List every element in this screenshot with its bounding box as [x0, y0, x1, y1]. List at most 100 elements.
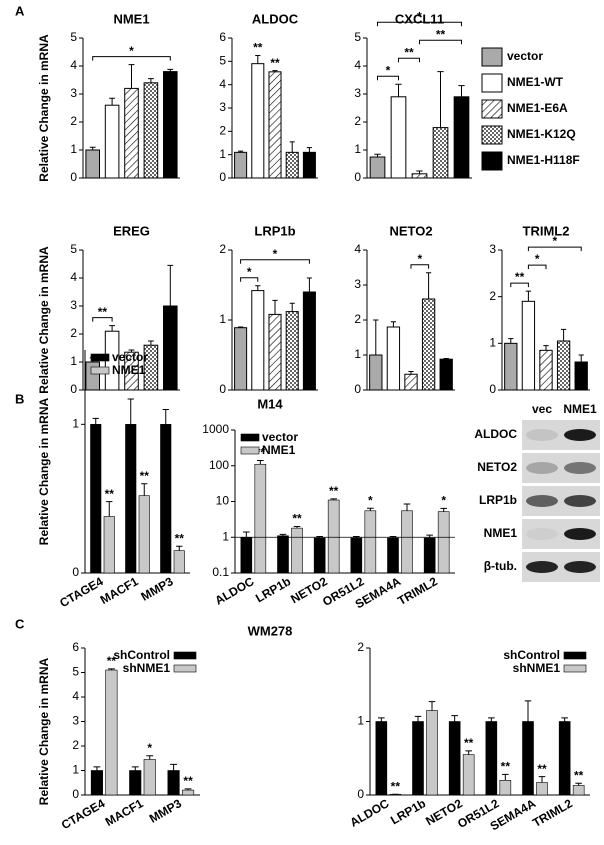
bar: [182, 789, 195, 796]
error-bar: [428, 701, 436, 711]
y-tick-label: 6: [72, 640, 79, 654]
significance-label: **: [574, 768, 584, 782]
bar: [125, 424, 137, 574]
legend-swatch: [173, 664, 197, 673]
bar: [437, 511, 450, 574]
bar: [504, 342, 518, 391]
y-tick-label: 1: [222, 529, 229, 543]
x-tick-label: CTAGE4: [57, 574, 106, 610]
chart-title: LRP1b: [254, 223, 295, 238]
error-bar: [330, 498, 337, 501]
bar: [124, 87, 139, 179]
significance-label: *: [417, 9, 422, 23]
error-bar: [257, 460, 264, 465]
significance-label: *: [552, 234, 557, 248]
significance-label: **: [105, 487, 115, 501]
y-tick-label: 0: [70, 382, 77, 396]
error-bar: [437, 71, 444, 128]
error-bar: [146, 755, 154, 760]
bar: [539, 349, 553, 391]
bar: [462, 754, 475, 796]
error-bar: [131, 766, 139, 771]
error-bar: [408, 370, 414, 375]
y-tick-label: 1: [354, 347, 361, 361]
legend-swatch: [90, 353, 110, 362]
bar: [234, 151, 248, 179]
y-tick-label: 6: [219, 30, 226, 44]
chart-title: NME1: [113, 11, 149, 26]
bar: [240, 536, 253, 574]
y-tick-label: 1: [354, 142, 361, 156]
error-bar: [578, 354, 584, 362]
bar: [572, 785, 585, 796]
y-tick-label: 0: [72, 787, 79, 801]
significance-label: *: [368, 493, 373, 507]
error-bar: [458, 85, 465, 97]
legend-label: NME1-K12Q: [507, 127, 576, 141]
y-tick-label: 2: [70, 114, 77, 128]
bar: [387, 537, 399, 574]
blot-row-label: β-tub.: [484, 559, 517, 573]
y-tick-label: 2: [354, 114, 361, 128]
blot-band: [526, 561, 558, 573]
blot-band: [564, 528, 596, 540]
significance-bracket: [398, 57, 420, 63]
y-tick-label: 0: [219, 170, 226, 184]
bar: [364, 510, 377, 574]
y-axis-label: Relative Change in mRNA: [37, 657, 51, 805]
significance-bracket: [527, 264, 547, 270]
x-tick-label: TRIML2: [395, 574, 440, 608]
bar: [85, 361, 100, 391]
bar: [390, 96, 407, 179]
significance-label: **: [329, 484, 339, 498]
significance-label: **: [175, 531, 185, 545]
error-bar: [575, 782, 582, 786]
error-bar: [289, 141, 295, 153]
significance-label: **: [183, 774, 193, 788]
significance-bracket: [419, 39, 462, 45]
error-bar: [443, 358, 449, 360]
significance-label: **: [501, 760, 511, 774]
x-tick-label: CTAGE4: [59, 796, 108, 832]
error-bar: [238, 150, 244, 153]
y-tick-label: 1000: [202, 422, 229, 436]
error-bar: [403, 503, 411, 511]
significance-label: *: [129, 44, 134, 58]
legend-label: NME1: [262, 443, 296, 457]
significance-label: *: [535, 252, 540, 266]
error-bar: [167, 264, 174, 306]
significance-label: **: [436, 27, 446, 41]
y-tick-label: 5: [219, 54, 226, 68]
bar: [432, 127, 449, 179]
bar: [426, 710, 438, 796]
significance-label: *: [247, 265, 252, 279]
significance-label: **: [98, 305, 108, 319]
blot-band: [564, 495, 596, 507]
legend-swatch: [90, 366, 110, 375]
bar: [105, 669, 118, 796]
y-tick-label: 1: [70, 354, 77, 368]
error-bar: [425, 272, 432, 299]
error-bar: [538, 776, 546, 783]
y-tick-label: 100: [209, 458, 229, 472]
significance-label: **: [140, 469, 150, 483]
bar: [143, 759, 156, 796]
legend-swatch: [563, 651, 587, 660]
blot-band: [526, 462, 558, 474]
x-tick-label: MACF1: [98, 574, 141, 607]
error-bar: [109, 97, 116, 106]
error-bar: [306, 277, 312, 292]
bar: [163, 71, 178, 179]
bar: [268, 313, 282, 391]
bar: [251, 63, 265, 179]
error-bar: [107, 668, 115, 671]
significance-label: *: [417, 252, 422, 266]
error-bar: [106, 501, 113, 517]
error-bar: [109, 325, 116, 332]
blot-band: [526, 429, 558, 441]
bar: [268, 71, 282, 179]
error-bar: [167, 68, 174, 72]
bar: [163, 305, 178, 391]
blot-row-label: NME1: [484, 526, 518, 540]
error-bar: [390, 321, 397, 327]
